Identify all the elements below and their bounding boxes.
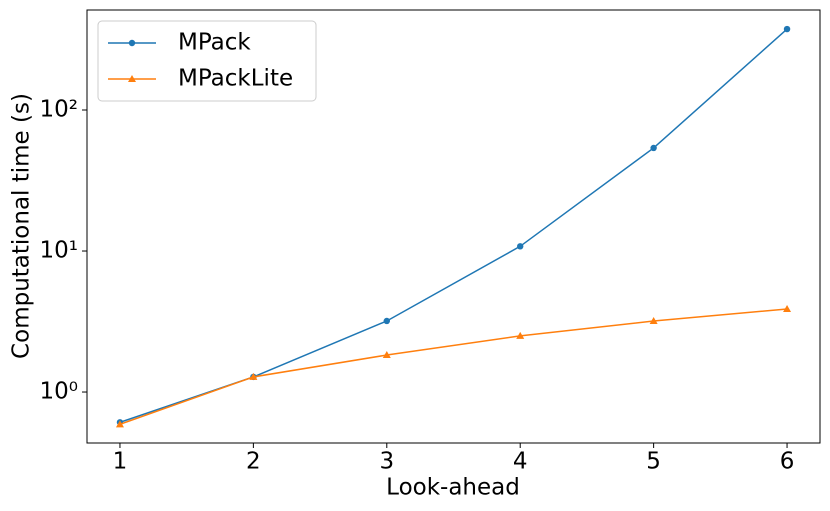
- data-point: [382, 351, 391, 359]
- data-point: [649, 316, 658, 324]
- x-tick-label: 4: [513, 449, 528, 475]
- data-point: [115, 420, 124, 428]
- legend-marker: [128, 75, 136, 82]
- x-axis-label: Look-ahead: [386, 475, 520, 501]
- legend-box: [97, 20, 317, 102]
- data-point: [650, 144, 657, 152]
- data-point: [783, 304, 792, 312]
- data-point: [783, 25, 791, 33]
- data-point: [517, 243, 524, 250]
- x-tick-label: 5: [646, 449, 661, 475]
- y-tick-label: 10⁰: [40, 379, 79, 405]
- x-tick-label: 3: [379, 449, 394, 475]
- data-point: [516, 331, 525, 339]
- y-axis-label: Computational time (s): [9, 93, 35, 359]
- x-tick-label: 6: [780, 449, 795, 475]
- y-tick-label: 10²: [40, 97, 79, 123]
- x-tick-label: 1: [113, 449, 128, 475]
- data-point: [383, 317, 390, 325]
- plot-frame: [86, 9, 821, 444]
- series-line: [119, 308, 788, 426]
- x-tick-label: 2: [246, 449, 261, 475]
- data-point: [249, 372, 258, 380]
- y-tick-label: 10¹: [40, 238, 79, 264]
- legend-label: MPackLite: [178, 66, 293, 92]
- legend-label: MPack: [178, 30, 251, 56]
- legend-marker: [128, 39, 136, 47]
